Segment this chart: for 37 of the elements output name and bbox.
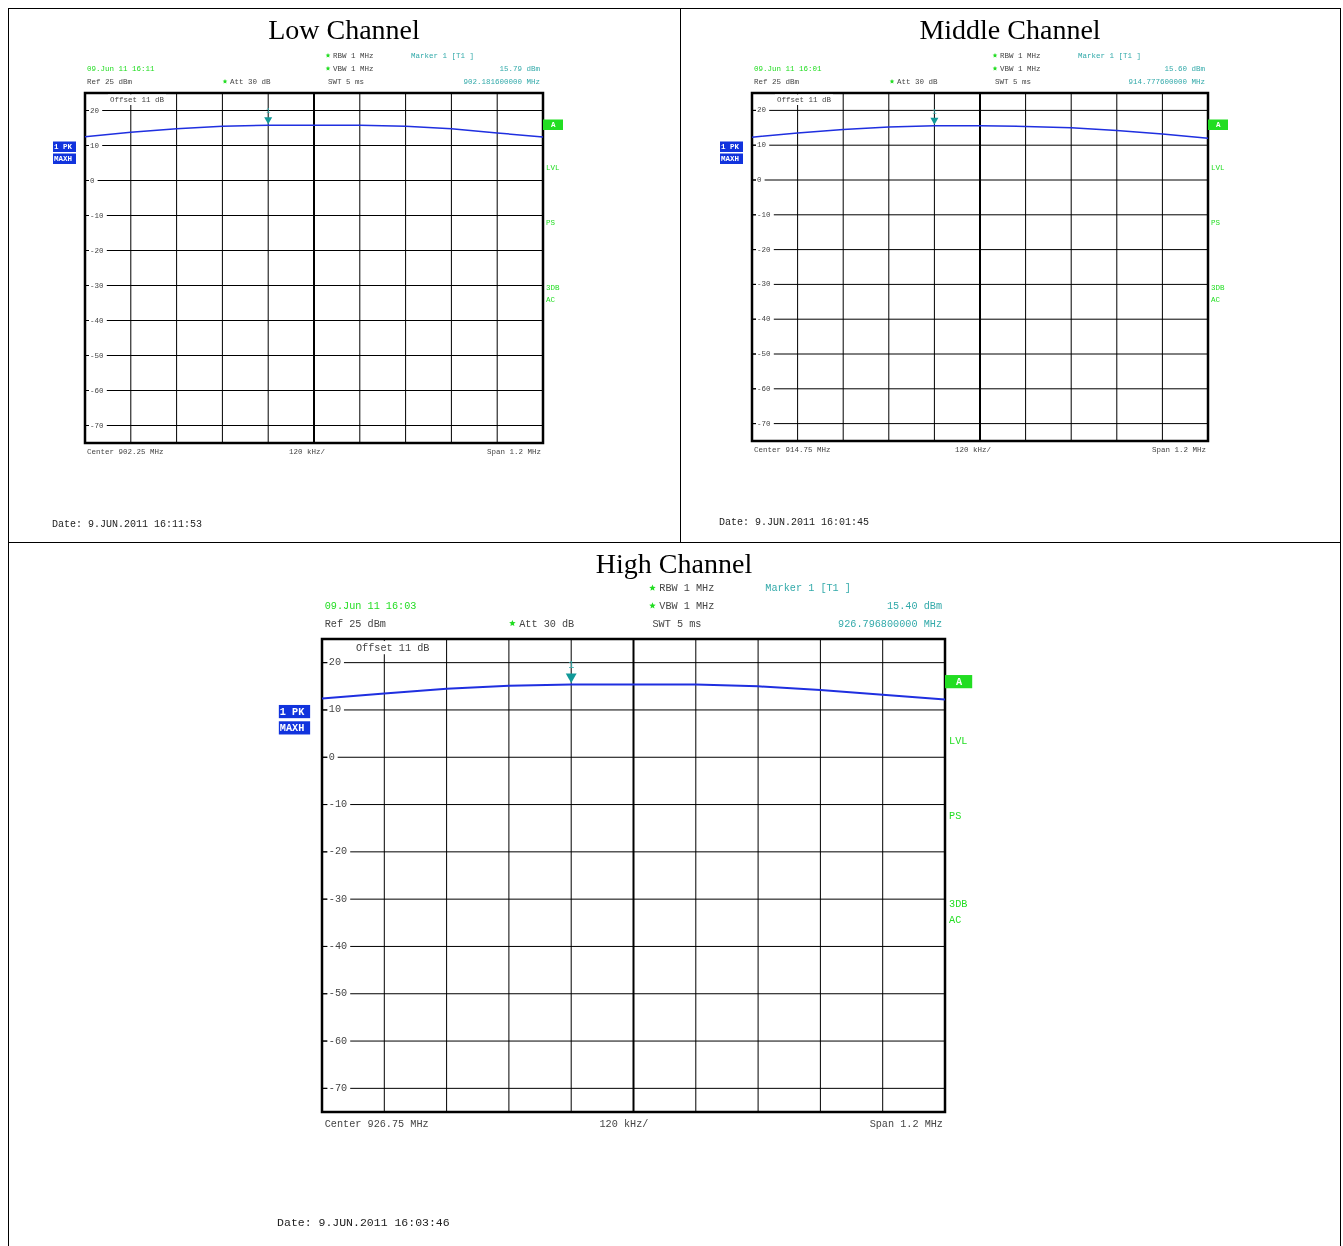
chart-title: Low Channel [268,14,421,45]
text: RBW 1 MHz [659,583,715,595]
text: SWT 5 ms [652,618,702,630]
text: 3DB [949,898,968,910]
text: AC [949,915,962,927]
text: 15.40 dBm [886,601,942,613]
text: 09.Jun 11 16:03 [324,601,417,613]
y-tick-label: -70 [328,1082,348,1094]
text: Center 926.75 MHz [324,1118,429,1130]
y-tick-label: 20 [328,657,342,669]
text: 120 kHz/ [599,1118,649,1130]
text: LVL [949,735,968,747]
text: 926.796800000 MHz [838,618,942,630]
text: Att 30 dB [519,618,575,630]
y-tick-label: -40 [328,940,348,952]
annotation: Offset 11 dB [356,643,430,655]
text: Date: 9.JUN.2011 16:11:53 [52,519,203,530]
text: Ref 25 dBm [324,618,386,630]
y-tick-label: -30 [328,893,348,905]
chart-title: High Channel [595,548,753,579]
text: Span 1.2 MHz [869,1118,943,1130]
y-tick-label: 0 [328,751,335,763]
text: Date: 9.JUN.2011 16:03:46 [277,1216,450,1230]
text: VBW 1 MHz [659,601,715,613]
text: MAXH [279,723,305,735]
text: PS [949,810,962,822]
text: Marker 1 [T1 ] [765,583,851,595]
text: 1 PK [279,707,306,719]
y-tick-label: -10 [328,799,348,811]
y-tick-label: 10 [328,704,342,716]
chart-title: Middle Channel [919,14,1101,45]
y-tick-label: -60 [328,1035,348,1047]
annotation: 1 [568,660,575,672]
y-tick-label: -50 [328,988,348,1000]
text: Date: 9.JUN.2011 16:01:45 [719,517,870,528]
y-tick-label: -20 [328,846,348,858]
text: A [955,677,963,689]
